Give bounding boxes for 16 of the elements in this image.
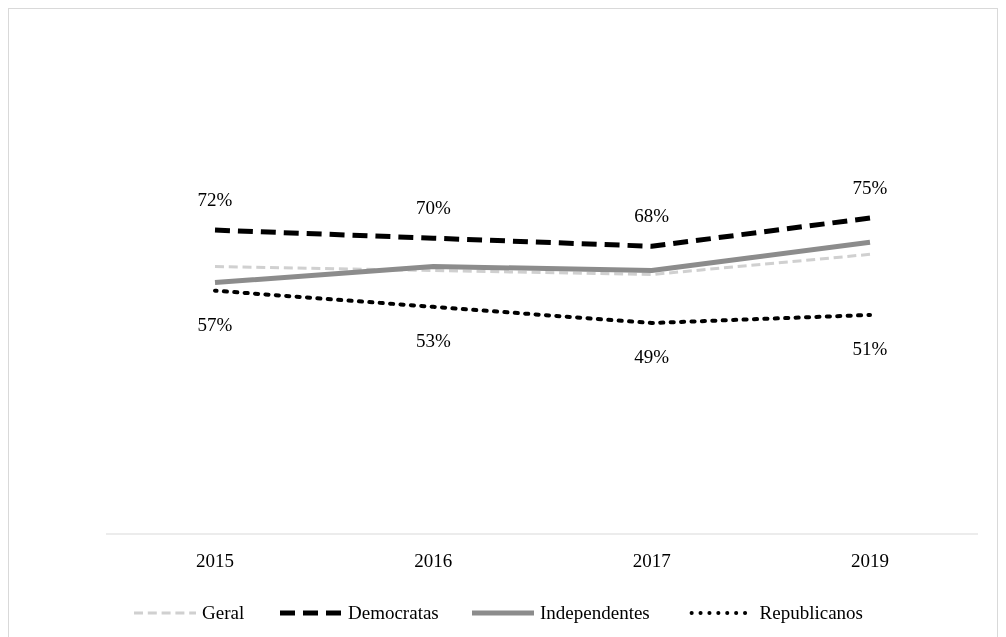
x-tick-label: 2016 [414,550,453,571]
data-label: 68% [634,205,670,227]
x-tick-label: 2019 [851,550,889,571]
legend-label: Republicanos [759,602,864,623]
data-label: 51% [852,337,888,359]
data-label: 72% [197,189,233,211]
data-label: 53% [415,329,451,351]
data-label: 75% [852,177,888,198]
data-label: 70% [415,197,451,219]
legend-label: Democratas [348,602,439,623]
legend-label: Independentes [540,602,650,623]
x-tick-label: 2015 [196,550,234,571]
data-label: 57% [197,313,233,335]
legend-label: Geral [202,602,245,623]
x-tick-label: 2017 [632,550,671,571]
data-label: 49% [634,346,670,367]
